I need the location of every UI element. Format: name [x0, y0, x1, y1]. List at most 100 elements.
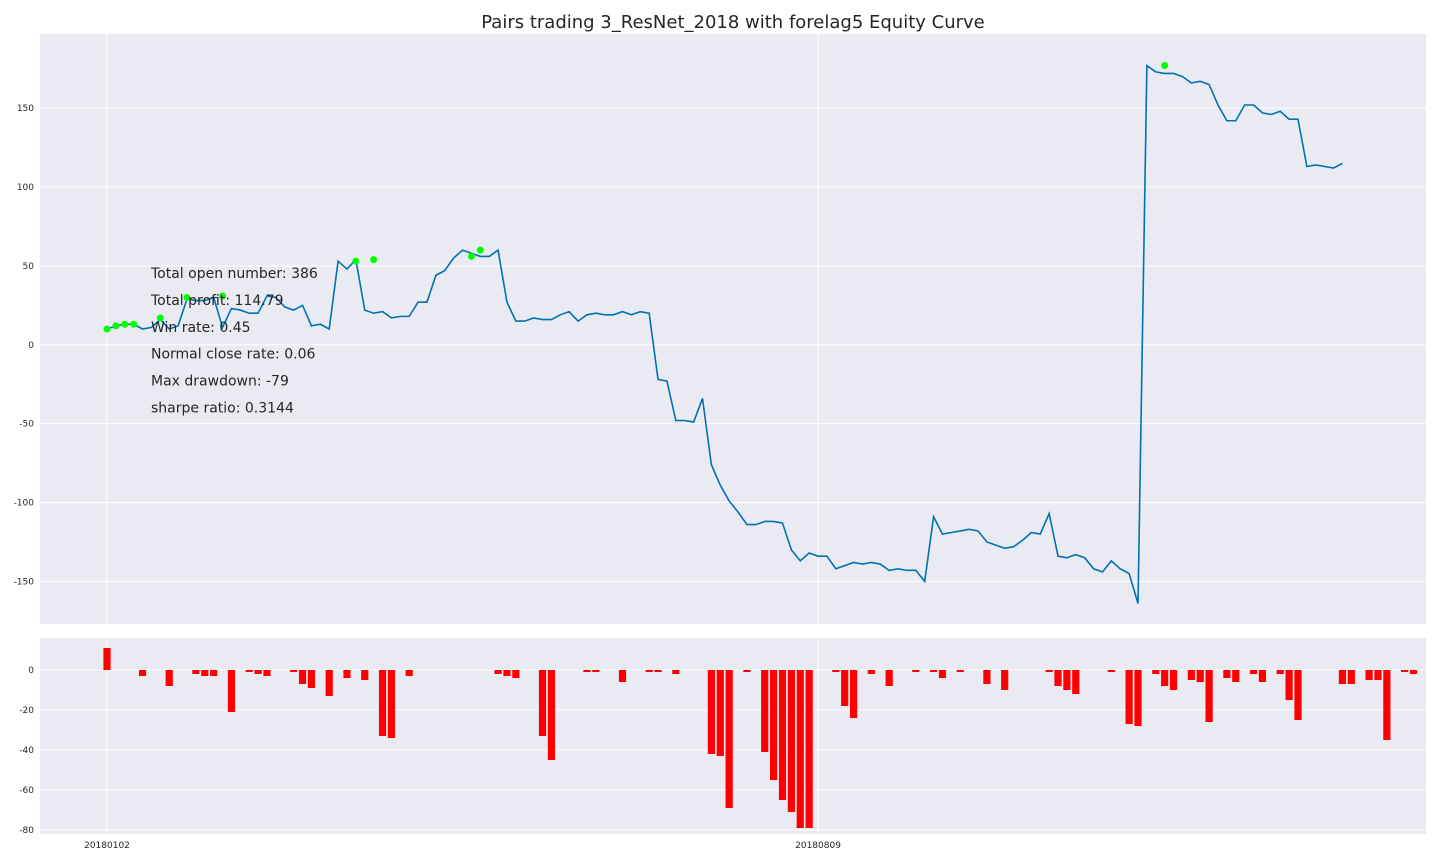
drawdown-bar: [1205, 670, 1213, 722]
drawdown-bar: [1249, 670, 1258, 674]
stat-annotation: Win rate: 0.45: [151, 320, 251, 336]
trade-marker: [112, 322, 120, 330]
equity-y-ticks: -150 -100 -50 0 50 100 150: [14, 104, 35, 587]
trade-marker: [476, 246, 484, 254]
drawdown-bar: [103, 648, 111, 670]
trade-marker: [1161, 62, 1169, 70]
drawdown-bar: [1134, 670, 1142, 726]
drawdown-bar: [378, 670, 387, 736]
drawdown-bar: [547, 670, 555, 760]
equity-y-tick-label: -100: [14, 499, 35, 509]
drawdown-grid: [40, 638, 1426, 834]
drawdown-bar: [912, 670, 920, 672]
drawdown-bar: [796, 670, 804, 828]
drawdown-bar: [1063, 670, 1071, 690]
drawdown-bar: [1232, 670, 1240, 682]
drawdown-bar: [210, 670, 218, 676]
drawdown-bar: [1107, 670, 1115, 672]
drawdown-y-tick-label: -60: [19, 786, 34, 796]
equity-y-tick-label: 50: [23, 262, 35, 272]
drawdown-bar: [983, 670, 991, 684]
drawdown-bar: [245, 670, 253, 672]
drawdown-bar: [201, 670, 209, 676]
drawdown-y-tick-label: -80: [19, 826, 34, 836]
drawdown-bar: [503, 670, 511, 676]
drawdown-y-tick-label: 0: [28, 666, 34, 676]
drawdown-bar: [1258, 670, 1267, 682]
equity-panel: -150 -100 -50 0 50 100 150 Total open number: …: [14, 34, 1426, 624]
drawdown-bar: [361, 670, 369, 680]
drawdown-bar: [938, 670, 947, 678]
drawdown-bars: [103, 648, 1418, 828]
equity-y-tick-label: -150: [14, 577, 35, 587]
drawdown-bar: [841, 670, 849, 706]
equity-y-tick-label: 0: [28, 341, 34, 351]
drawdown-bar: [494, 670, 502, 674]
drawdown-bar: [325, 670, 333, 696]
drawdown-bar: [290, 670, 298, 672]
drawdown-bar: [1169, 670, 1178, 690]
drawdown-bar: [1161, 670, 1169, 686]
trade-marker: [467, 252, 475, 260]
drawdown-bar: [832, 670, 840, 672]
equity-y-tick-label: -50: [19, 420, 34, 430]
drawdown-bar: [192, 670, 200, 674]
drawdown-bar: [307, 670, 316, 688]
drawdown-bar: [849, 670, 858, 718]
drawdown-bar: [343, 670, 351, 678]
trade-marker: [219, 292, 227, 300]
drawdown-bar: [298, 670, 307, 684]
stat-annotation: sharpe ratio: 0.3144: [151, 401, 294, 417]
drawdown-bar: [1187, 670, 1195, 680]
drawdown-bar: [1196, 670, 1204, 682]
drawdown-bar: [654, 670, 662, 672]
equity-grid: [40, 34, 1426, 624]
trade-marker: [352, 257, 360, 265]
drawdown-bar: [1409, 670, 1418, 674]
drawdown-bar: [743, 670, 751, 672]
drawdown-bar: [583, 670, 591, 672]
drawdown-y-ticks: -80 -60 -40 -20 0: [19, 666, 34, 836]
drawdown-panel: -80 -60 -40 -20 0 20180102 20180809: [19, 638, 1426, 851]
drawdown-plot-area: [40, 638, 1426, 834]
stats-annotations: Total open number: 386 Total profit: 114.…: [150, 266, 318, 417]
drawdown-bar: [778, 670, 787, 800]
drawdown-bar: [716, 670, 724, 756]
drawdown-bar: [387, 670, 396, 738]
drawdown-bar: [725, 670, 733, 808]
drawdown-bar: [645, 670, 653, 672]
drawdown-bar: [1152, 670, 1160, 674]
drawdown-bar: [1276, 670, 1284, 674]
x-tick-label: 20180809: [795, 841, 841, 851]
drawdown-bar: [1285, 670, 1293, 700]
trade-marker: [103, 325, 111, 333]
drawdown-bar: [1223, 670, 1231, 678]
equity-y-tick-label: 100: [17, 183, 34, 193]
drawdown-bar: [592, 670, 600, 672]
drawdown-bar: [1365, 670, 1373, 680]
drawdown-bar: [672, 670, 680, 674]
drawdown-bar: [254, 670, 262, 674]
drawdown-bar: [618, 670, 627, 682]
equity-plot-area: [40, 34, 1426, 624]
drawdown-bar: [770, 670, 778, 780]
drawdown-bar: [929, 670, 938, 672]
drawdown-bar: [1125, 670, 1133, 724]
drawdown-bar: [761, 670, 769, 752]
chart-title: Pairs trading 3_ResNet_2018 with forelag…: [481, 12, 985, 33]
drawdown-bar: [885, 670, 893, 686]
trade-marker: [121, 320, 129, 328]
equity-line: [106, 64, 1343, 604]
drawdown-bar: [138, 670, 147, 676]
equity-y-tick-label: 150: [17, 104, 34, 114]
drawdown-y-tick-label: -20: [19, 706, 34, 716]
drawdown-bar: [1338, 670, 1347, 684]
stat-annotation: Total profit: 114.79: [150, 293, 284, 309]
drawdown-bar: [538, 670, 547, 736]
trade-marker: [156, 314, 164, 322]
drawdown-bar: [1383, 670, 1391, 740]
drawdown-bar: [1374, 670, 1382, 680]
drawdown-y-tick-label: -40: [19, 746, 34, 756]
x-ticks: 20180102 20180809: [84, 841, 841, 851]
drawdown-bar: [1347, 670, 1355, 684]
